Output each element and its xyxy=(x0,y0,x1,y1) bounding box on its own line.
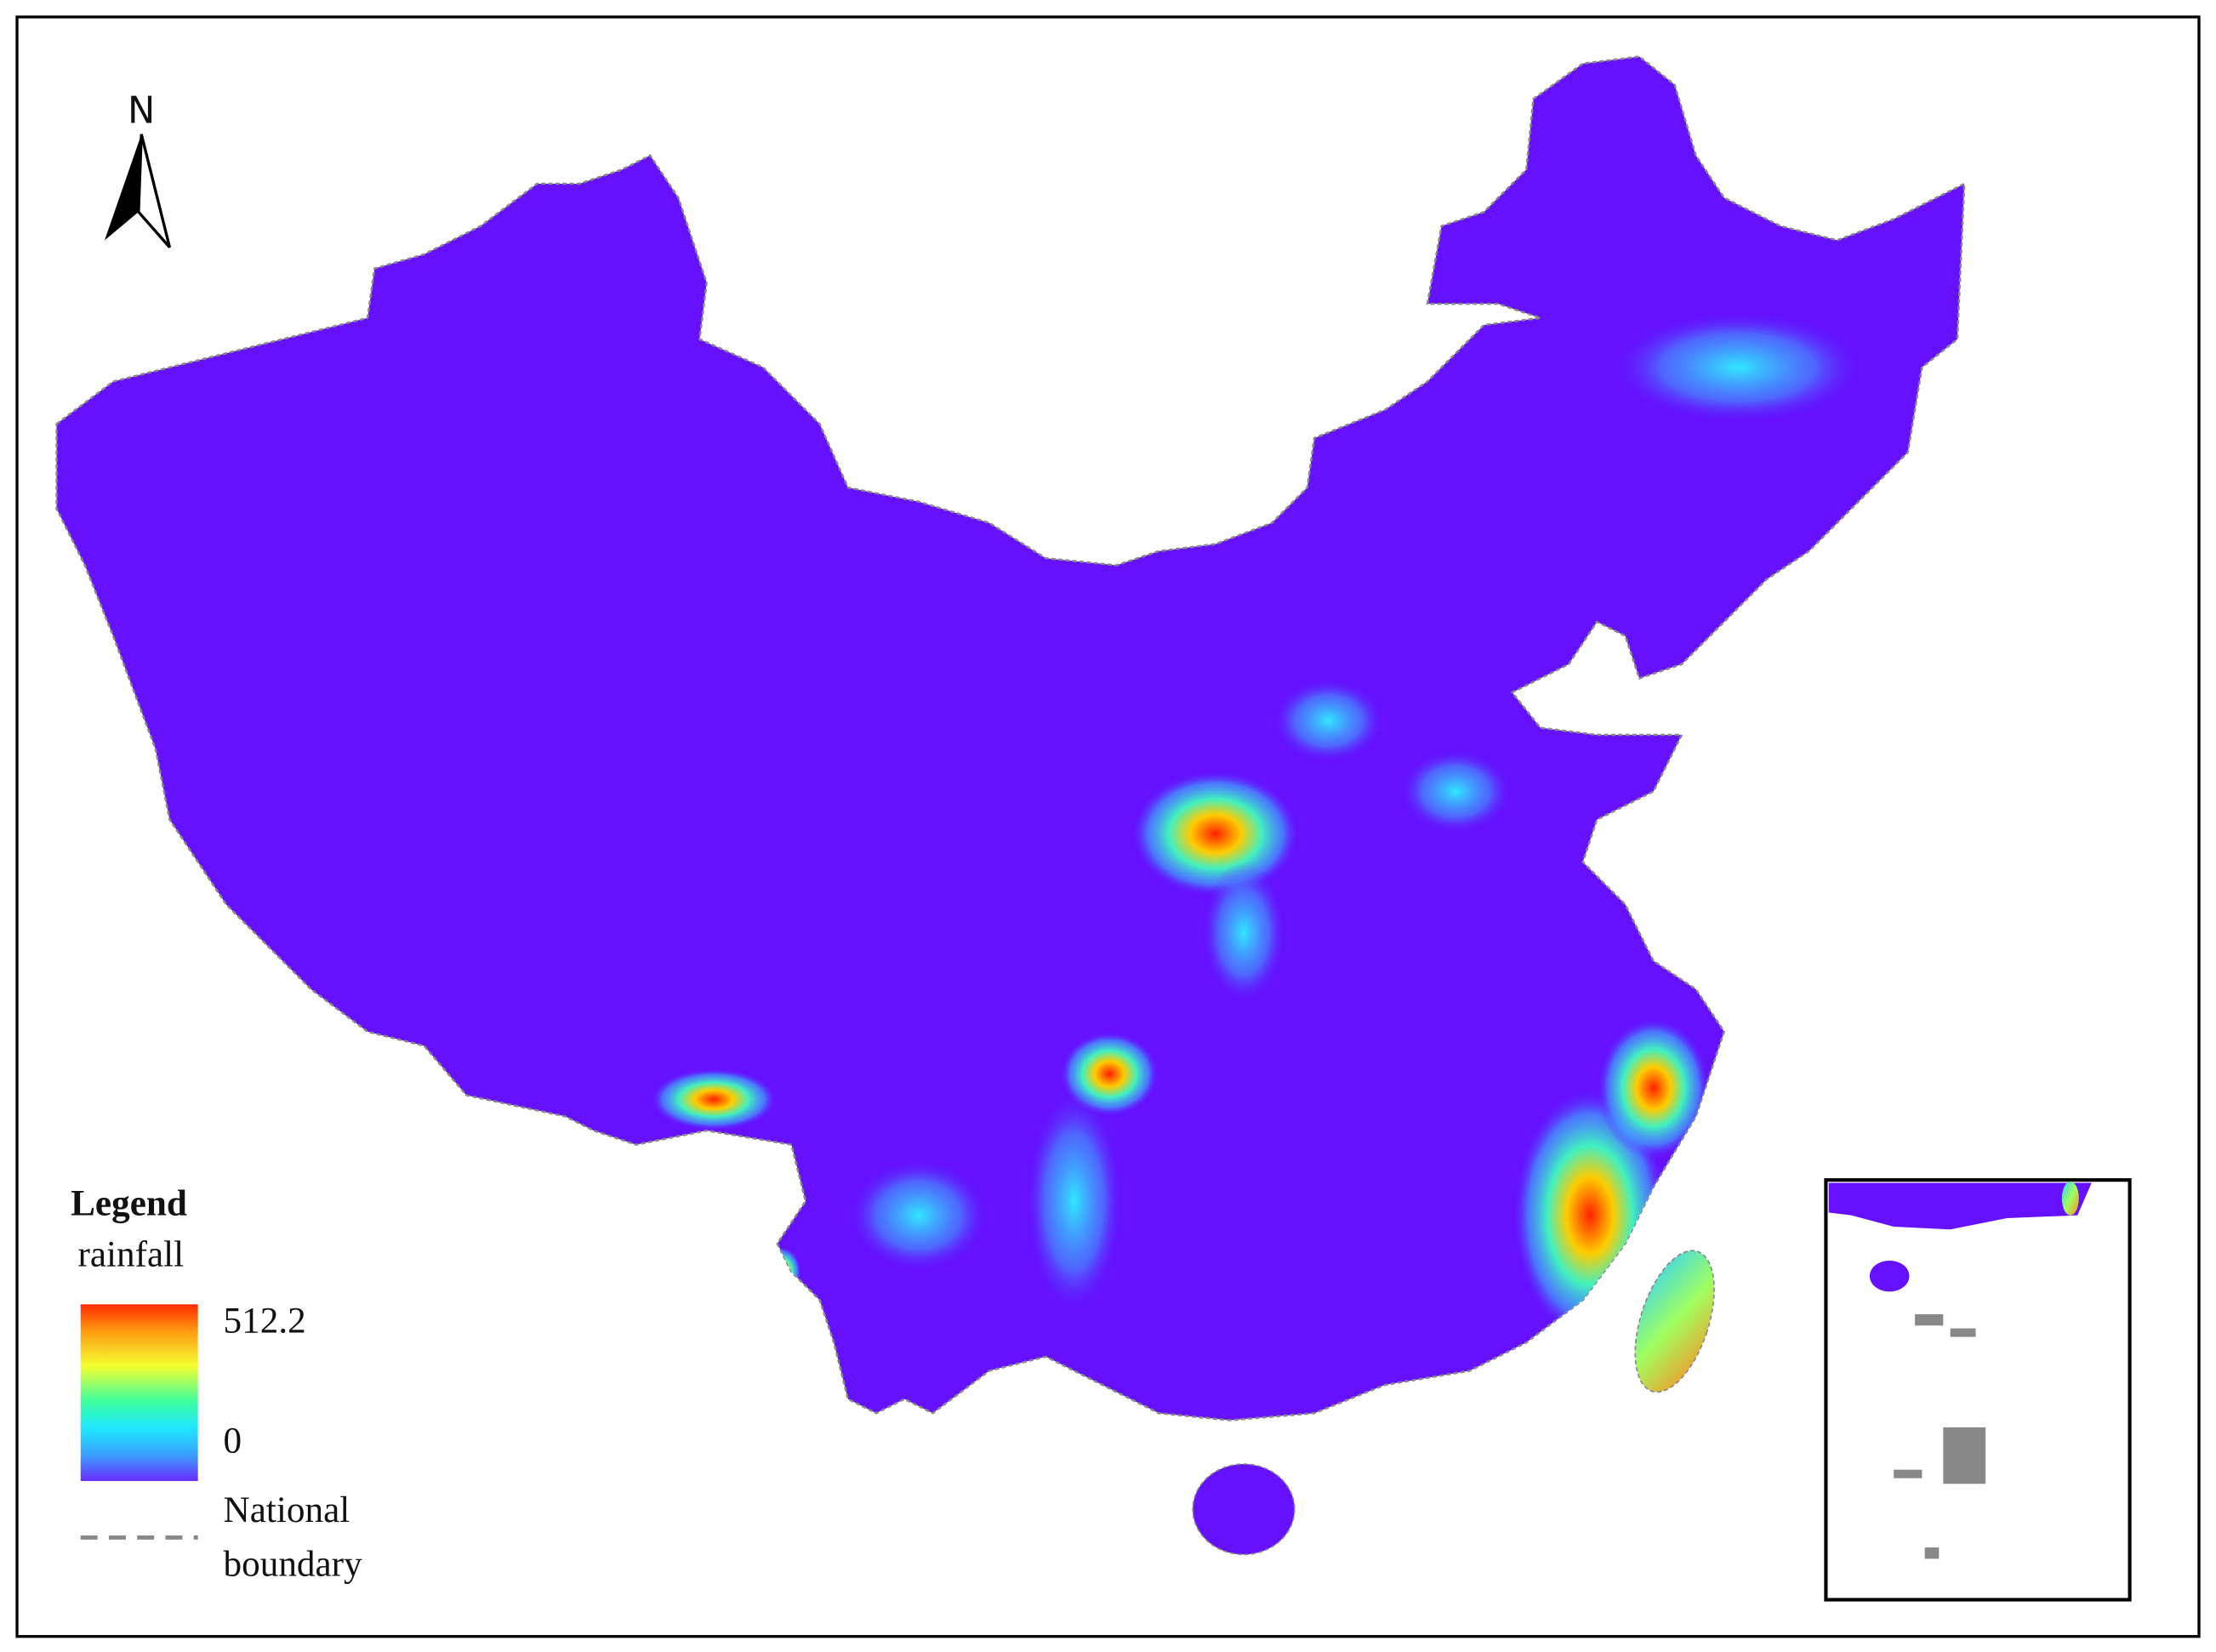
boundary-label: boundary xyxy=(224,1544,363,1584)
legend-max: 512.2 xyxy=(224,1302,306,1342)
legend-min: 0 xyxy=(224,1421,242,1461)
map-frame xyxy=(15,15,2201,1638)
boundary-label: National xyxy=(224,1490,350,1530)
rainfall-raster xyxy=(55,55,1966,1556)
legend: Legend rainfall 512.2 0 National boundar… xyxy=(71,1184,362,1585)
legend-title: Legend xyxy=(71,1184,187,1224)
color-ramp xyxy=(80,1304,198,1481)
legend-layer: rainfall xyxy=(77,1234,184,1274)
inset-map xyxy=(1824,1178,2132,1602)
north-arrow: N xyxy=(105,90,172,248)
north-label: N xyxy=(128,90,155,133)
